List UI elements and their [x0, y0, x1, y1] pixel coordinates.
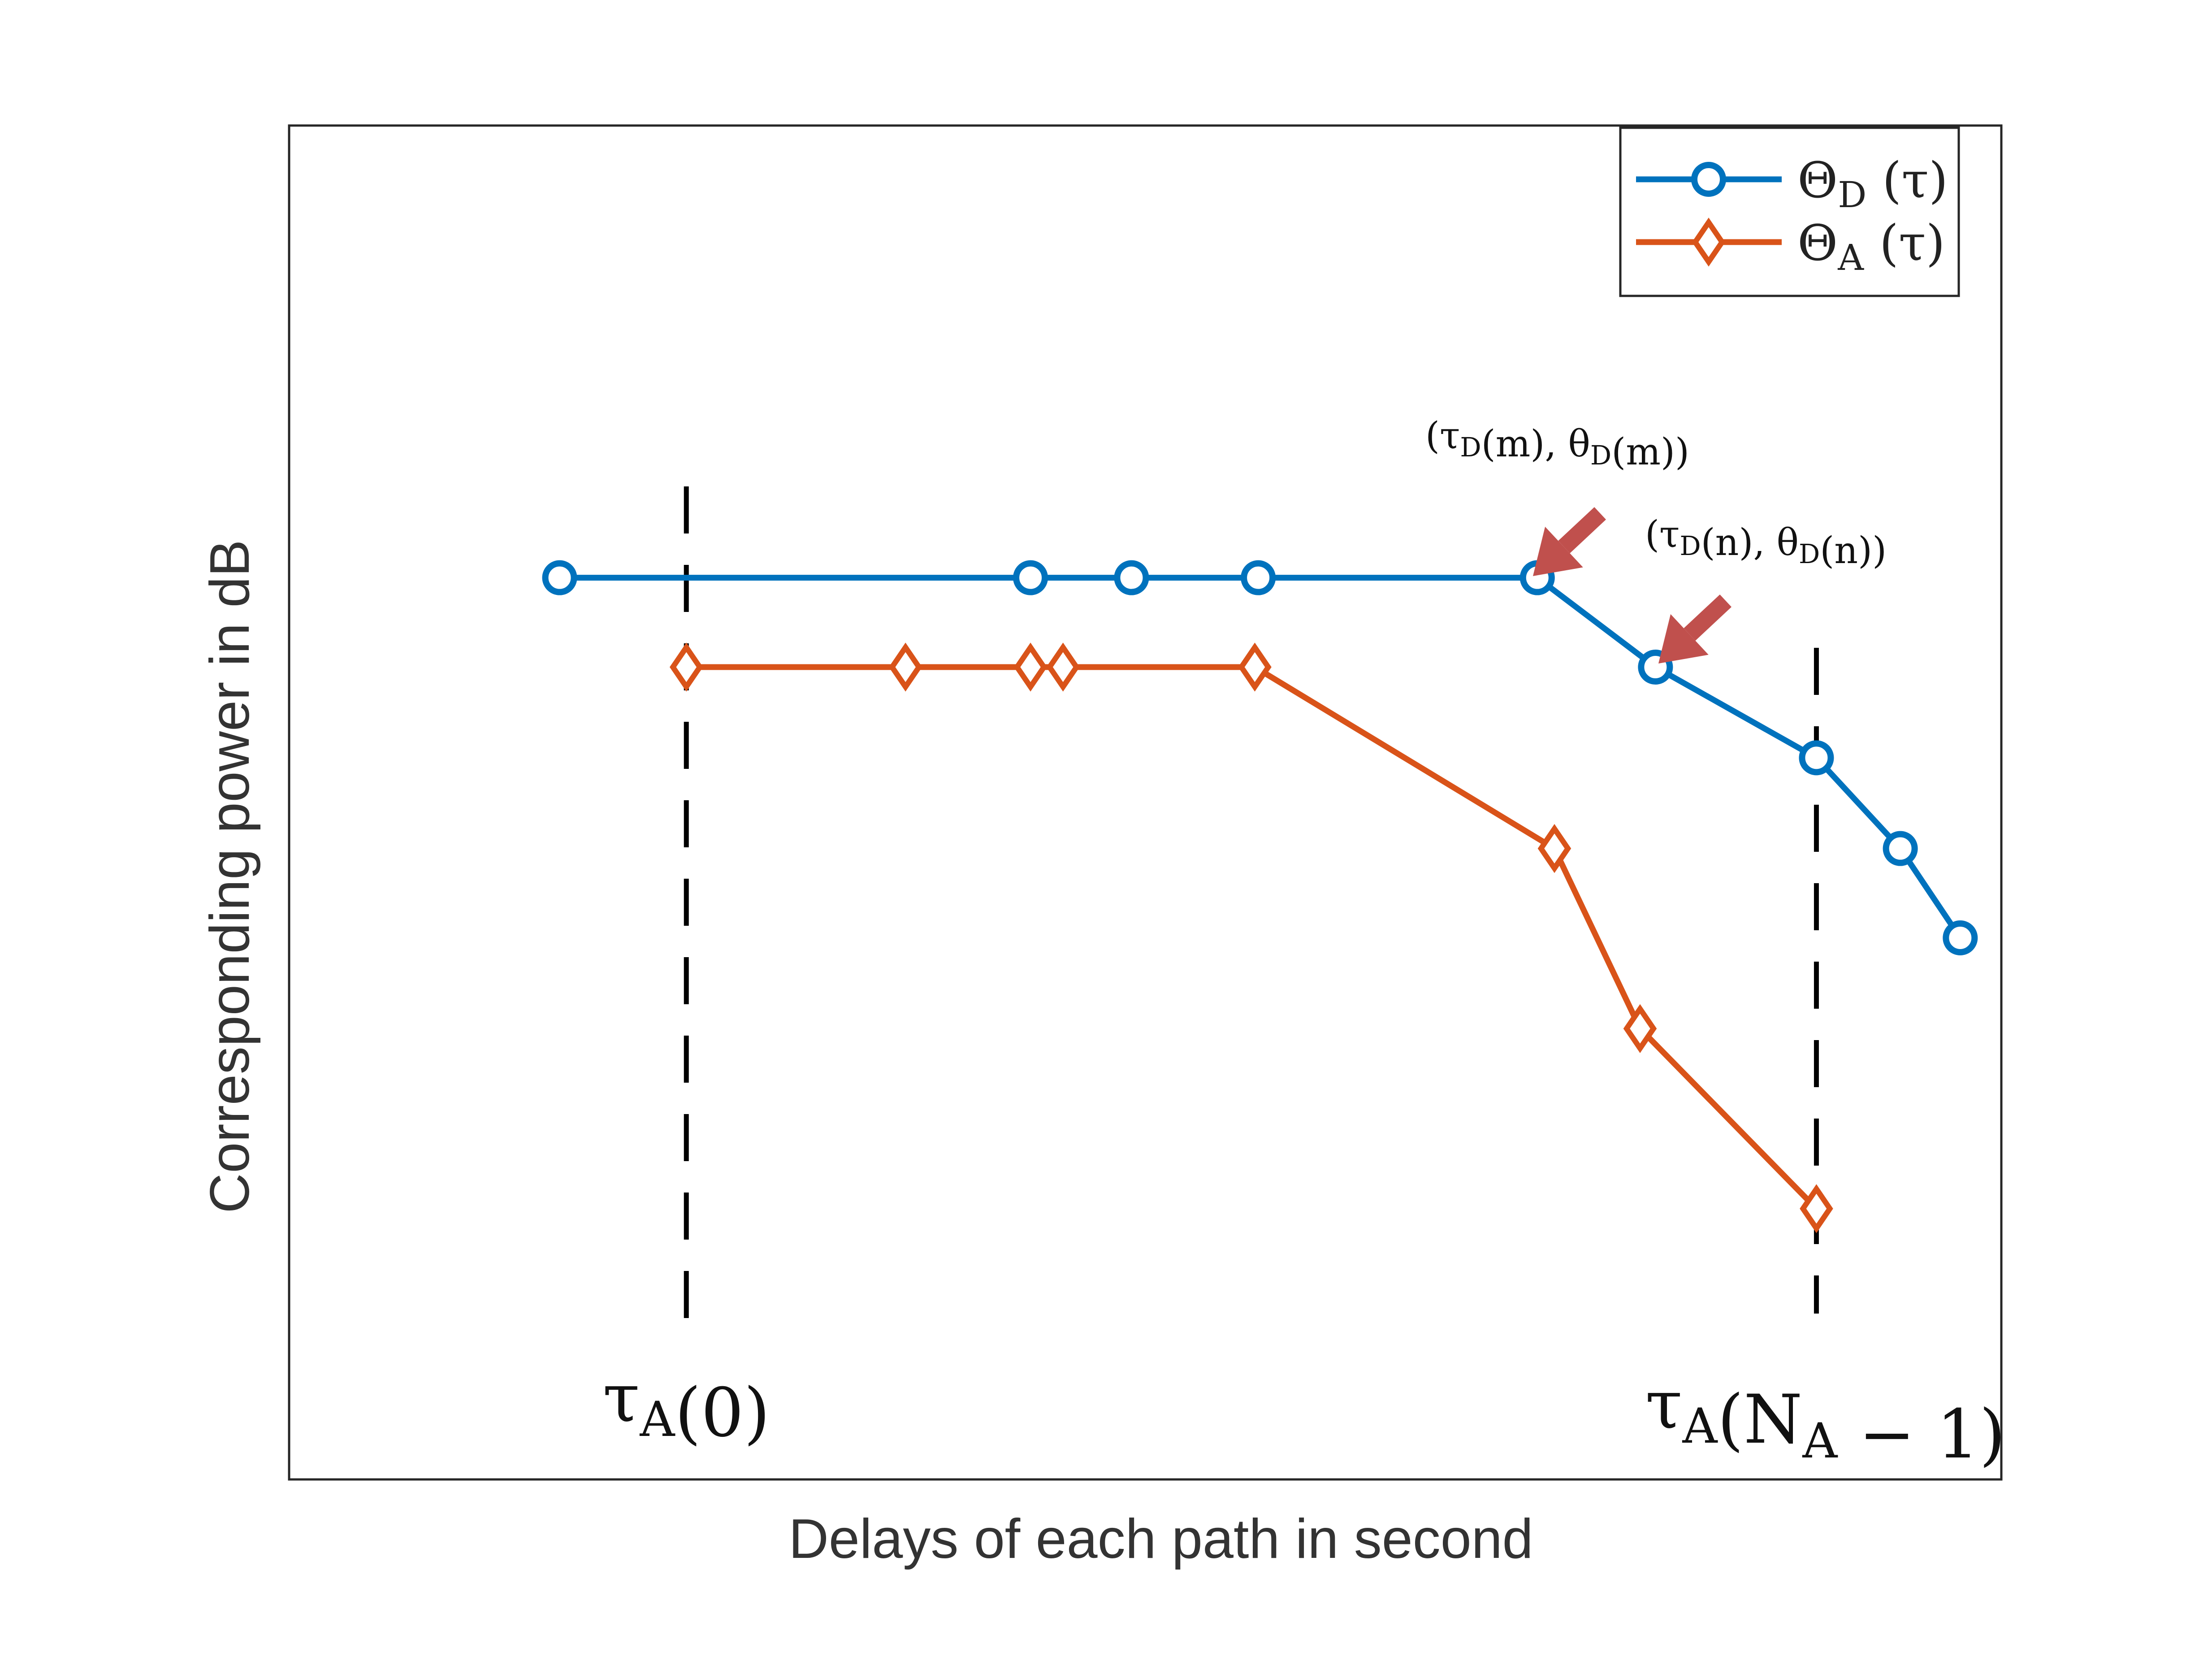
annotation-layer: (τD(m), θD(m)) (τD(n), θD(n)) τA(0) τA(NA −… [603, 415, 2006, 1474]
series-2-point-4 [1046, 642, 1080, 692]
vline-right-label: τA(NA − 1) [1645, 1366, 2006, 1474]
legend-label-1: ΘD (τ) [1797, 152, 1948, 216]
annotation-point-n: (τD(n), θD(n)) [1645, 513, 1887, 572]
legend-box [1619, 126, 1960, 297]
arrow-point-m-shaft [1558, 507, 1606, 554]
legend-marker-1 [1691, 162, 1726, 197]
series-2-point-1 [669, 642, 703, 692]
y-axis-label: Corresponding power in dB [199, 540, 261, 1214]
arrow-point-n [1658, 594, 1732, 664]
series-1-point-2 [1013, 560, 1048, 595]
arrow-point-n-head [1658, 614, 1709, 664]
arrow-point-m-head [1533, 526, 1583, 576]
annotation-point-m: (τD(m), θD(m)) [1425, 415, 1689, 473]
arrow-point-m [1533, 507, 1606, 576]
series-line-2 [686, 664, 1819, 1211]
series-2-point-2 [888, 642, 922, 692]
arrow-point-n-shaft [1684, 594, 1732, 641]
legend-label-2: ΘA (τ) [1797, 214, 1945, 278]
series-1-point-8 [1883, 831, 1918, 866]
series-1-point-1 [542, 560, 577, 595]
legend: ΘD (τ)ΘA (τ) [1619, 126, 1960, 297]
series-1-point-3 [1114, 560, 1149, 595]
series-2-point-6 [1537, 824, 1571, 873]
x-axis-label: Delays of each path in second [788, 1508, 1533, 1570]
series-1-point-4 [1241, 560, 1276, 595]
series-2-point-5 [1238, 642, 1272, 692]
series-1-point-7 [1799, 740, 1834, 776]
vline-left-label: τA(0) [603, 1359, 770, 1452]
series-2-point-8 [1800, 1184, 1833, 1233]
series-2-point-3 [1013, 642, 1048, 692]
legend-marker-2 [1692, 217, 1726, 267]
series-1-point-9 [1943, 920, 1978, 955]
series-2-point-7 [1623, 1004, 1657, 1053]
axes-box [288, 124, 2003, 1481]
